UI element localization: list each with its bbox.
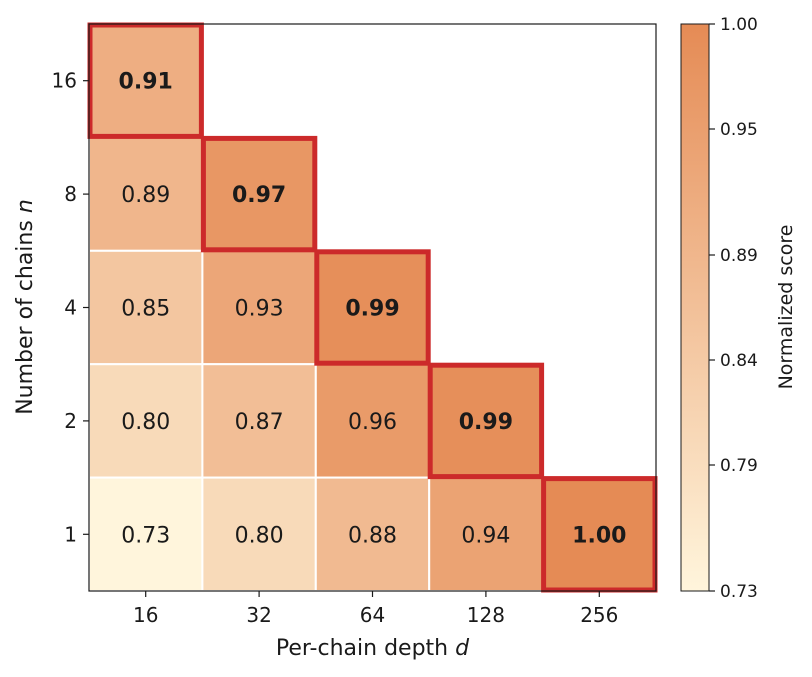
cell-value-label: 1.00 bbox=[572, 523, 626, 548]
heatmap-cell bbox=[314, 363, 431, 479]
y-tick-label: 2 bbox=[64, 409, 77, 433]
cell-value-label: 0.80 bbox=[121, 410, 170, 435]
heatmap-cell bbox=[88, 23, 204, 139]
y-tick-label: 16 bbox=[52, 69, 77, 93]
colorbar-tick-label: 0.79 bbox=[720, 456, 758, 476]
y-axis-ticks: 16 8 4 2 1 bbox=[52, 69, 89, 546]
colorbar bbox=[680, 23, 710, 592]
colorbar-tick-label: 1.00 bbox=[720, 15, 758, 35]
x-tick-label: 256 bbox=[580, 603, 618, 627]
y-tick-label: 1 bbox=[64, 522, 77, 546]
cell-value-label: 0.85 bbox=[121, 297, 170, 322]
colorbar-ticks: 1.00 0.95 0.89 0.84 0.79 0.73 bbox=[709, 15, 758, 602]
x-tick-label: 16 bbox=[133, 603, 158, 627]
cell-value-label: 0.99 bbox=[345, 297, 399, 322]
highlight-outline bbox=[200, 135, 318, 253]
colorbar-tick-label: 0.73 bbox=[720, 582, 758, 602]
colorbar-tick-label: 0.89 bbox=[720, 246, 758, 266]
heatmap-cell bbox=[201, 476, 317, 593]
heatmap-cell bbox=[201, 363, 317, 479]
cell-value-label: 0.80 bbox=[235, 523, 284, 548]
cell-value-label: 0.97 bbox=[232, 183, 286, 208]
y-tick-label: 8 bbox=[64, 182, 77, 206]
y-axis-title-variable: n bbox=[13, 199, 38, 213]
heatmap-cell-labels: 0.91 0.89 0.97 0.85 0.93 0.99 0.80 0.87 0.96 0.99… bbox=[119, 70, 627, 549]
y-axis-title: Number of chains n bbox=[13, 199, 38, 415]
heatmap-cell bbox=[428, 476, 544, 593]
x-tick-label: 64 bbox=[360, 603, 385, 627]
y-tick-label: 4 bbox=[64, 296, 77, 320]
y-axis-title-text: Number of chains bbox=[13, 220, 38, 415]
cell-value-label: 0.94 bbox=[461, 523, 510, 548]
cell-value-label: 0.93 bbox=[235, 297, 284, 322]
colorbar-tick-label: 0.84 bbox=[720, 351, 758, 371]
highlight-outline bbox=[87, 22, 204, 139]
heatmap-cell bbox=[314, 476, 431, 593]
highlight-outline bbox=[427, 362, 545, 480]
highlight-outline bbox=[314, 249, 431, 366]
heatmap-cell bbox=[201, 136, 317, 252]
x-axis-title: Per-chain depth d bbox=[276, 636, 470, 661]
cell-value-label: 0.91 bbox=[119, 70, 173, 95]
highlight-outlines bbox=[87, 22, 658, 593]
cell-value-label: 0.99 bbox=[459, 410, 513, 435]
x-tick-label: 128 bbox=[467, 603, 505, 627]
x-axis-ticks: 16 32 64 128 256 bbox=[133, 591, 618, 627]
cell-value-label: 0.88 bbox=[348, 523, 397, 548]
cell-value-label: 0.73 bbox=[121, 523, 170, 548]
cell-value-label: 0.87 bbox=[235, 410, 284, 435]
x-tick-label: 32 bbox=[246, 603, 271, 627]
x-axis-title-variable: d bbox=[455, 636, 470, 661]
x-axis-title-text: Per-chain depth bbox=[276, 636, 448, 661]
highlight-outline bbox=[541, 476, 658, 593]
cell-value-label: 0.96 bbox=[348, 410, 397, 435]
colorbar-title: Normalized score bbox=[775, 225, 797, 390]
cell-value-label: 0.89 bbox=[121, 183, 170, 208]
heatmap-cell bbox=[541, 476, 657, 593]
colorbar-tick-label: 0.95 bbox=[720, 120, 758, 140]
heatmap-cells bbox=[88, 23, 657, 593]
